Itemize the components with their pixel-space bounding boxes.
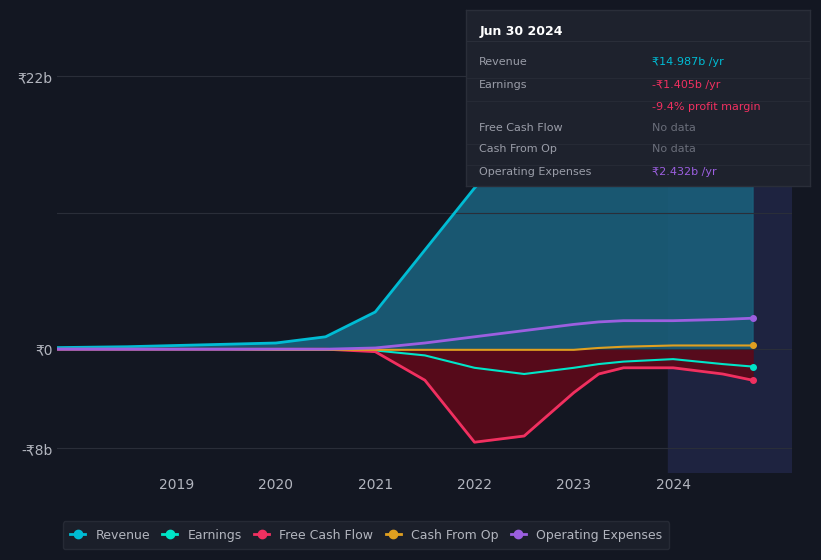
- Text: ₹2.432b /yr: ₹2.432b /yr: [652, 167, 717, 177]
- Text: -₹1.405b /yr: -₹1.405b /yr: [652, 81, 720, 90]
- Text: Jun 30 2024: Jun 30 2024: [479, 25, 563, 39]
- Text: No data: No data: [652, 123, 695, 133]
- Text: Revenue: Revenue: [479, 58, 528, 67]
- Text: Operating Expenses: Operating Expenses: [479, 167, 592, 177]
- Text: ₹14.987b /yr: ₹14.987b /yr: [652, 58, 723, 67]
- Bar: [668, 39, 792, 473]
- Text: Earnings: Earnings: [479, 81, 528, 90]
- Text: No data: No data: [652, 144, 695, 154]
- Text: Free Cash Flow: Free Cash Flow: [479, 123, 563, 133]
- Text: Cash From Op: Cash From Op: [479, 144, 557, 154]
- Text: -9.4% profit margin: -9.4% profit margin: [652, 101, 760, 111]
- Legend: Revenue, Earnings, Free Cash Flow, Cash From Op, Operating Expenses: Revenue, Earnings, Free Cash Flow, Cash …: [63, 521, 669, 549]
